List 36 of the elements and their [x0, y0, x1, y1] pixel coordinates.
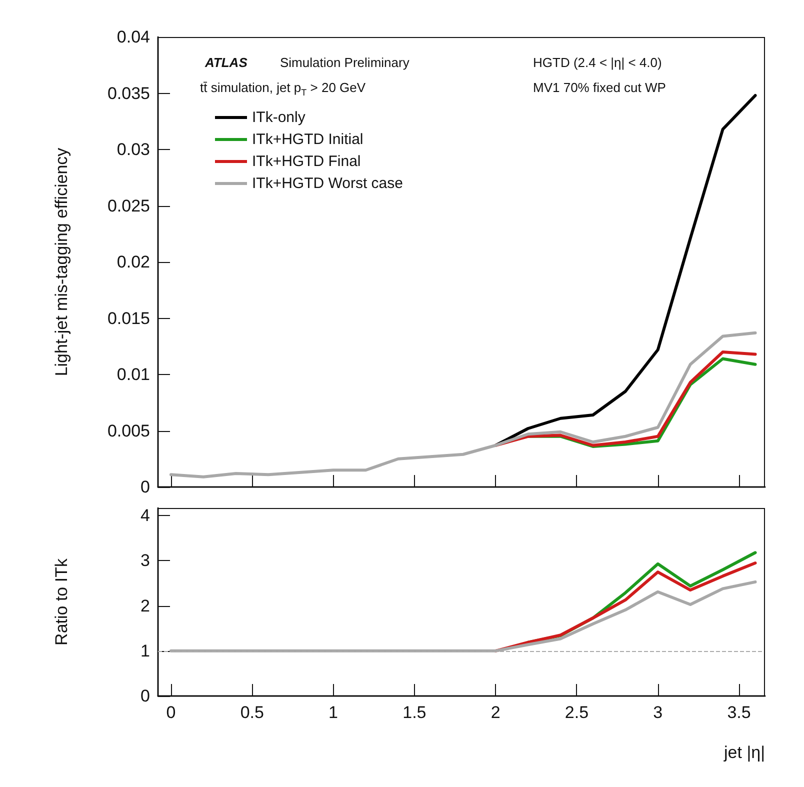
y-tick-label: 3	[140, 551, 150, 570]
x-tick-label: 2.5	[564, 703, 589, 722]
line-series	[494, 562, 757, 652]
x-axis-title: jet |η|	[723, 743, 765, 762]
y-tick-label: 0.02	[116, 252, 150, 272]
legend-label: ITk-only	[252, 109, 306, 126]
y-tick-label: 1	[140, 641, 150, 660]
annotation: ATLAS	[205, 55, 248, 70]
legend-label: ITk+HGTD Final	[252, 153, 361, 170]
x-tick-label: 2	[490, 703, 500, 722]
y-tick-label: 0.015	[107, 308, 150, 328]
annotation: MV1 70% fixed cut WP	[533, 80, 666, 95]
y-tick-label: 0.005	[107, 421, 150, 440]
x-tick-label: 3	[653, 703, 663, 722]
y-tick-label: 4	[140, 506, 150, 526]
x-tick-label: 0.5	[240, 703, 264, 722]
y-tick-label: 2	[140, 596, 150, 616]
annotation: tt̄ simulation, jet p$_{T}$ > 20 GeV	[200, 80, 366, 98]
annotation: Simulation Preliminary	[280, 55, 410, 70]
x-tick-label: 0	[166, 703, 176, 722]
x-tick-label: 3.5	[727, 703, 751, 722]
y-tick-label: 0.03	[116, 140, 150, 159]
annotation: HGTD (2.4 < |η| < 4.0)	[533, 55, 662, 70]
y-tick-label: 0.01	[116, 365, 150, 384]
y-tick-label: 0	[140, 478, 150, 496]
y-axis-title: Light-jet mis-tagging efficiency	[52, 147, 71, 376]
y-tick-label: 0	[140, 686, 150, 706]
x-tick-label: 1.5	[402, 703, 426, 722]
y-axis-title: Ratio to ITk	[52, 558, 71, 646]
y-tick-label: 0.025	[107, 196, 150, 216]
legend-label: ITk+HGTD Initial	[252, 131, 364, 148]
legend-label: ITk+HGTD Worst case	[252, 175, 403, 192]
x-tick-label: 1	[328, 703, 338, 722]
y-tick-label: 0.035	[107, 84, 150, 103]
y-tick-label: 0.04	[116, 28, 150, 46]
line-series	[169, 331, 757, 478]
